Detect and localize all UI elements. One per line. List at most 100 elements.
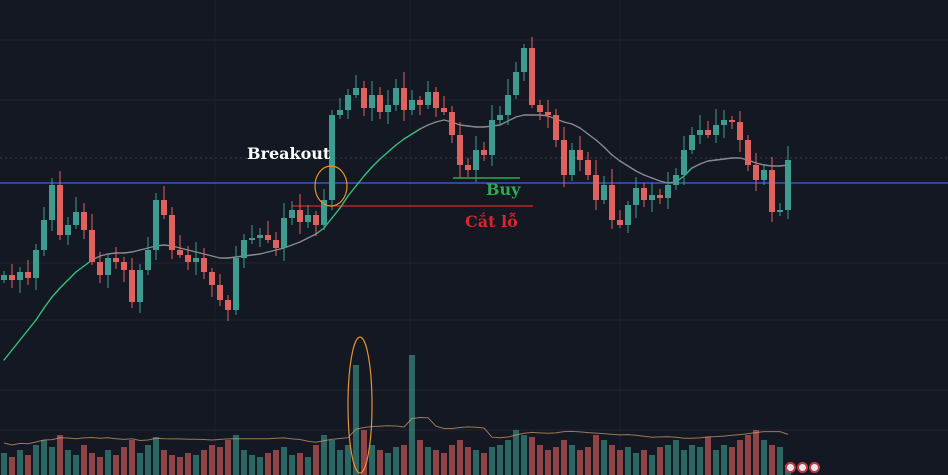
volume-bar xyxy=(593,435,599,475)
volume-bar xyxy=(129,440,135,475)
candle-body xyxy=(697,130,703,135)
candle-body xyxy=(649,195,655,200)
moving-average-segment xyxy=(539,114,549,117)
candle-body xyxy=(289,210,295,218)
candle-body xyxy=(433,92,439,108)
candle-body xyxy=(721,120,727,125)
volume-bar xyxy=(1,453,7,475)
moving-average-segment xyxy=(619,160,629,167)
candle-body xyxy=(729,120,735,122)
volume-bar xyxy=(753,430,759,475)
moving-average-segment xyxy=(699,160,709,165)
volume-bar xyxy=(105,450,111,475)
volume-bar xyxy=(41,440,47,475)
volume-bar xyxy=(633,453,639,475)
volume-bar xyxy=(321,435,327,475)
candle-body xyxy=(617,220,623,225)
candle-body xyxy=(769,170,775,212)
volume-bar xyxy=(49,447,55,475)
moving-average-segment xyxy=(331,207,341,219)
candle-body xyxy=(593,175,599,200)
volume-bar xyxy=(361,430,367,475)
volume-bar xyxy=(513,430,519,475)
volume-bar xyxy=(521,435,527,475)
candle-body xyxy=(337,110,343,115)
moving-average-segment xyxy=(707,159,717,162)
volume-bar xyxy=(561,440,567,475)
candle-body xyxy=(401,88,407,110)
moving-average-segment xyxy=(467,125,477,128)
candle-body xyxy=(641,188,647,200)
moving-average-segment xyxy=(187,249,197,253)
volume-bar xyxy=(281,447,287,475)
moving-average-segment xyxy=(267,249,277,253)
candle-body xyxy=(761,170,767,180)
event-flag-icon[interactable] xyxy=(809,462,820,473)
volume-bar xyxy=(609,445,615,475)
candle-body xyxy=(153,200,159,250)
candle-body xyxy=(545,112,551,115)
moving-average-segment xyxy=(195,251,205,255)
volume-bar xyxy=(641,450,647,475)
moving-average-segment xyxy=(339,195,349,209)
moving-average-segment xyxy=(635,170,645,176)
volume-bar xyxy=(345,445,351,475)
moving-average-segment xyxy=(419,124,429,130)
volume-bar xyxy=(225,440,231,475)
volume-bar xyxy=(737,440,743,475)
candle-body xyxy=(673,175,679,185)
candle-body xyxy=(513,72,519,95)
volume-bar xyxy=(769,445,775,475)
volume-bar xyxy=(97,457,103,475)
moving-average-segment xyxy=(427,121,437,126)
volume-bar xyxy=(193,455,199,475)
candle-body xyxy=(577,150,583,160)
volume-bar xyxy=(297,453,303,475)
candle-body xyxy=(601,185,607,200)
candle-body xyxy=(185,255,191,262)
candle-body xyxy=(233,258,239,310)
volume-bar xyxy=(329,440,335,475)
candle-body xyxy=(25,272,31,278)
volume-bar xyxy=(705,437,711,475)
candle-body xyxy=(409,100,415,110)
candle-body xyxy=(193,258,199,262)
volume-bar xyxy=(481,453,487,475)
volume-bar xyxy=(545,450,551,475)
moving-average-segment xyxy=(99,253,109,257)
volume-bar xyxy=(169,455,175,475)
volume-bar xyxy=(449,445,455,475)
volume-bar xyxy=(577,450,583,475)
volume-bar xyxy=(201,450,207,475)
candle-body xyxy=(97,262,103,275)
volume-bar xyxy=(81,445,87,475)
moving-average-segment xyxy=(659,180,669,184)
candle-body xyxy=(9,275,15,280)
event-flag-icon[interactable] xyxy=(797,462,808,473)
volume-bar xyxy=(385,453,391,475)
event-flag-icon[interactable] xyxy=(785,462,796,473)
volume-bar xyxy=(337,450,343,475)
candle-body xyxy=(321,200,327,225)
candle-body xyxy=(393,88,399,105)
breakout-highlight-ellipse xyxy=(314,165,348,207)
candle-body xyxy=(705,130,711,135)
candle-body xyxy=(201,258,207,272)
moving-average-segment xyxy=(603,146,613,156)
candle-body xyxy=(465,165,471,170)
volume-bar xyxy=(777,447,783,475)
moving-average-segment xyxy=(107,252,117,255)
candle-body xyxy=(281,218,287,248)
candle-body xyxy=(369,95,375,108)
candle-body xyxy=(89,230,95,262)
candle-body xyxy=(73,212,79,225)
candle-body xyxy=(417,100,423,105)
volume-spike-highlight-ellipse xyxy=(347,336,373,474)
candle-body xyxy=(505,95,511,115)
moving-average-segment xyxy=(723,157,733,160)
annotation-buy: Buy xyxy=(486,180,521,199)
volume-bar xyxy=(377,450,383,475)
moving-average-segment xyxy=(755,162,765,166)
